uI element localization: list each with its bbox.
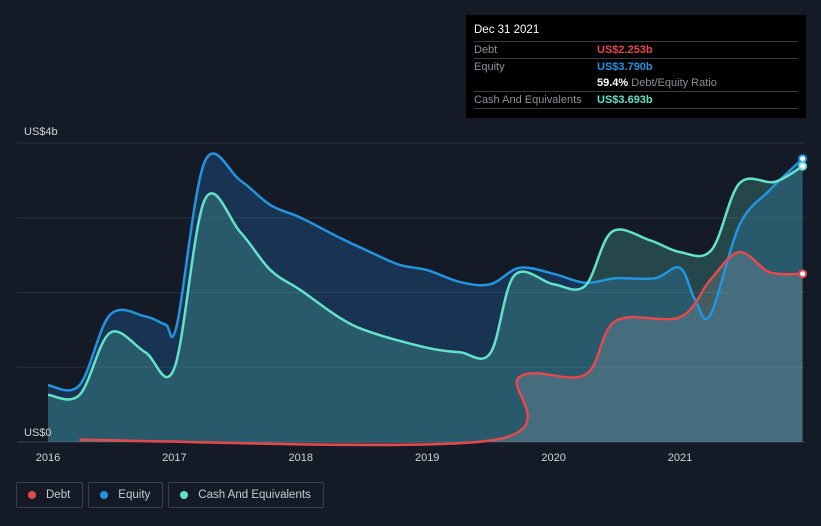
equity-dot-icon — [100, 491, 109, 499]
tooltip-row-ratio: 59.4% Debt/Equity Ratio — [474, 75, 798, 92]
equity-line — [47, 152, 804, 392]
tooltip: Dec 31 2021 Debt US$2.253b Equity US$3.7… — [466, 15, 806, 118]
tooltip-label: Debt — [474, 44, 498, 56]
legend-label: Cash And Equivalents — [198, 489, 311, 501]
y-tick-label: US$0 — [24, 427, 52, 439]
legend-item-cash[interactable]: Cash And Equivalents — [168, 482, 324, 508]
cash-area — [48, 166, 803, 443]
cash-line — [47, 165, 804, 401]
tooltip-label: Cash And Equivalents — [474, 94, 582, 106]
tooltip-suffix: Debt/Equity Ratio — [631, 77, 717, 89]
tooltip-date: Dec 31 2021 — [474, 23, 798, 42]
tooltip-value: US$2.253b — [597, 44, 653, 56]
tooltip-label — [474, 75, 597, 91]
tooltip-value: 59.4% — [597, 77, 629, 89]
y-tick-label: US$4b — [24, 126, 58, 138]
x-tick-label: 2017 — [162, 452, 186, 464]
legend-item-debt[interactable]: Debt — [16, 482, 84, 508]
equity-end-point — [798, 154, 808, 164]
legend-item-equity[interactable]: Equity — [88, 482, 164, 508]
tooltip-row-equity: Equity US$3.790b — [474, 59, 798, 75]
debt-end-point — [798, 269, 808, 279]
tooltip-label: Equity — [474, 61, 505, 73]
debt-line — [79, 250, 803, 447]
tooltip-row-cash: Cash And Equivalents US$3.693b — [474, 92, 798, 109]
x-tick-label: 2020 — [541, 452, 565, 464]
legend: Debt Equity Cash And Equivalents — [16, 482, 324, 508]
tooltip-value: US$3.693b — [597, 94, 653, 106]
x-tick-label: 2019 — [415, 452, 439, 464]
tooltip-value: US$3.790b — [597, 61, 653, 73]
legend-label: Equity — [118, 489, 151, 501]
x-tick-label: 2018 — [289, 452, 313, 464]
x-tick-label: 2016 — [36, 452, 60, 464]
cash-end-point — [798, 161, 808, 171]
legend-label: Debt — [46, 489, 71, 501]
x-tick-label: 2021 — [668, 452, 692, 464]
tooltip-row-debt: Debt US$2.253b — [474, 42, 798, 59]
debt-area — [79, 252, 803, 445]
debt-dot-icon — [28, 491, 36, 499]
cash-dot-icon — [180, 491, 189, 499]
